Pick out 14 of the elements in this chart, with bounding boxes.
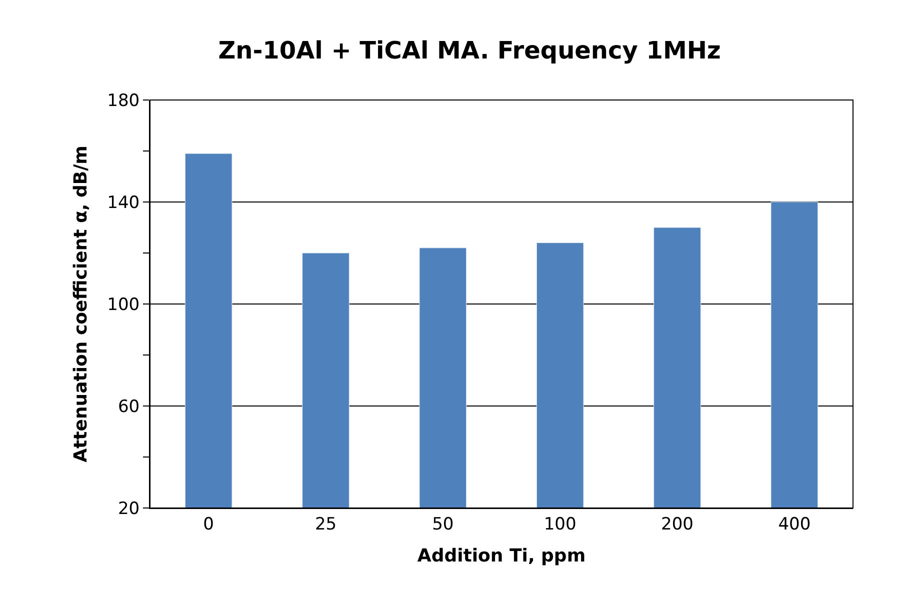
y-tick-label: 100	[107, 294, 140, 315]
y-tick-label: 20	[118, 498, 140, 519]
x-tick-label: 25	[314, 514, 337, 534]
y-tick-label: 180	[107, 90, 140, 111]
x-axis-title: Addition Ti, ppm	[417, 546, 586, 566]
x-tick-label: 50	[432, 514, 454, 534]
x-tick-label: 100	[544, 514, 576, 534]
x-tick-label: 400	[778, 514, 811, 534]
chart-title: Zn-10Al + TiCAl MA. Frequency 1MHz	[218, 36, 721, 65]
x-tick-label: 200	[661, 514, 694, 534]
y-axis-title: Attenuation coefficient α, dB/m	[70, 146, 92, 462]
y-tick-label: 140	[107, 192, 140, 213]
x-tick-label: 0	[203, 514, 214, 534]
y-tick-label: 60	[118, 396, 140, 417]
